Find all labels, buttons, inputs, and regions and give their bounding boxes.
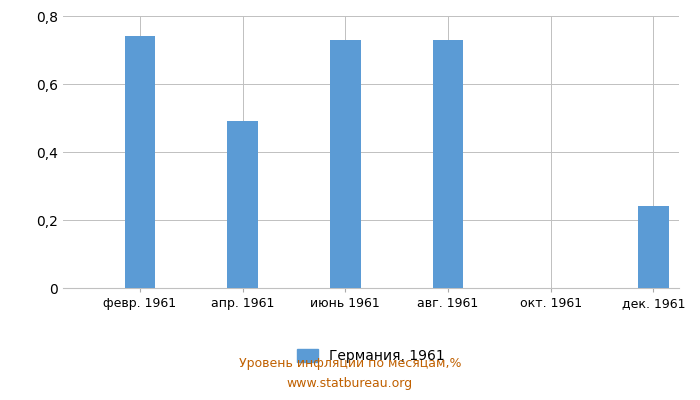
Text: Уровень инфляции по месяцам,%: Уровень инфляции по месяцам,% xyxy=(239,358,461,370)
Legend: Германия, 1961: Германия, 1961 xyxy=(292,344,450,369)
Bar xyxy=(330,40,360,288)
Bar xyxy=(125,36,155,288)
Bar xyxy=(638,206,668,288)
Text: www.statbureau.org: www.statbureau.org xyxy=(287,378,413,390)
Bar xyxy=(228,121,258,288)
Bar xyxy=(433,40,463,288)
